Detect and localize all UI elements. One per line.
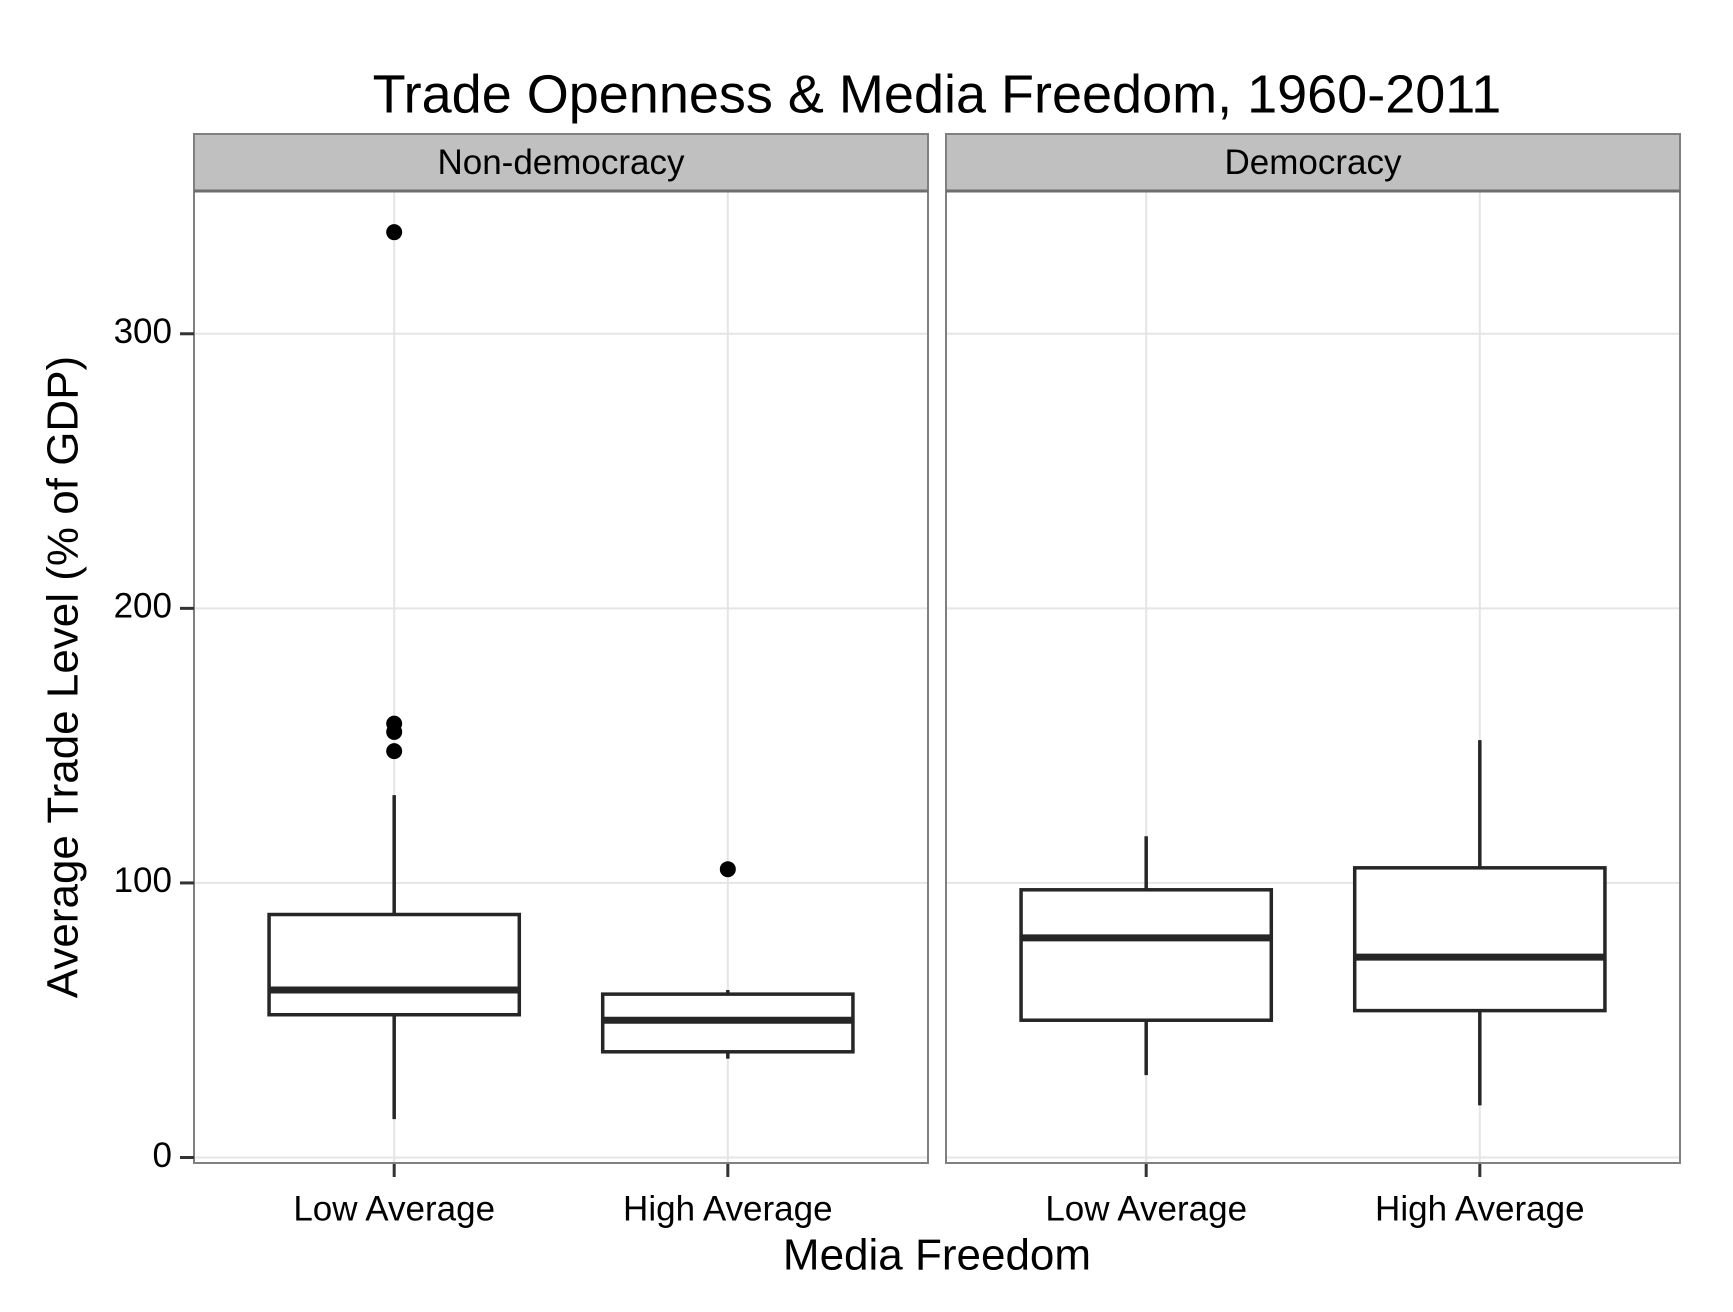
box — [1019, 888, 1274, 1022]
strip — [945, 133, 1681, 192]
strip-label: Democracy — [1225, 143, 1402, 182]
y-tick-label: 100 — [114, 861, 172, 900]
y-tick-label: 0 — [153, 1136, 172, 1175]
chart-title: Trade Openness & Media Freedom, 1960-201… — [373, 64, 1502, 124]
outlier — [386, 224, 403, 241]
outlier — [386, 723, 403, 740]
strip-label: Non-democracy — [437, 143, 685, 182]
y-tick-label: 300 — [114, 312, 172, 351]
outlier — [386, 743, 403, 760]
strip — [193, 133, 929, 192]
y-tick-label: 200 — [114, 587, 172, 626]
x-tick-label: High Average — [623, 1189, 833, 1228]
x-tick-label: Low Average — [1045, 1189, 1247, 1228]
box — [1352, 866, 1607, 1013]
x-tick-label: Low Average — [293, 1189, 495, 1228]
x-axis-title: Media Freedom — [783, 1231, 1091, 1280]
y-axis-title: Average Trade Level (% of GDP) — [39, 356, 88, 998]
x-tick-label: High Average — [1375, 1189, 1585, 1228]
outlier — [719, 861, 736, 878]
box — [267, 912, 522, 1017]
